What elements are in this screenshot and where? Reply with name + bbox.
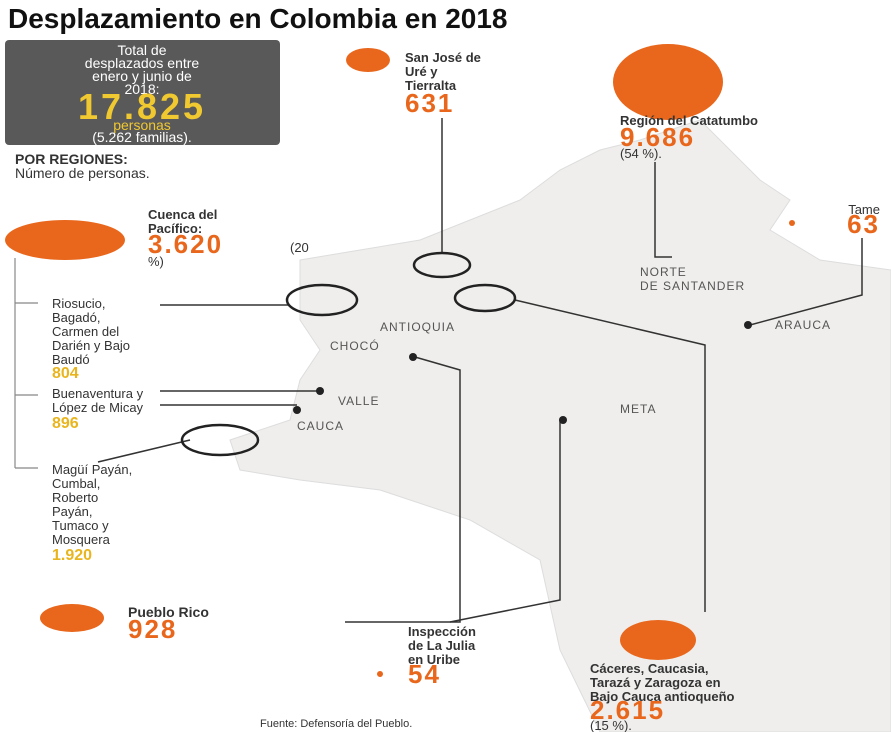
subarea-label: Bagadó, (52, 310, 100, 325)
summary-line: enero y junio de (92, 68, 192, 84)
subarea-label: Buenaventura y (52, 386, 144, 401)
region-value: 63 (847, 209, 880, 239)
map-dot (293, 406, 301, 414)
map-label: DE SANTANDER (640, 279, 745, 293)
region-share: %) (148, 254, 164, 269)
subarea-label: Mosquera (52, 532, 111, 547)
subarea-label: Baudó (52, 352, 90, 367)
region-value: 9.686 (620, 122, 695, 152)
region-value: 2.615 (590, 695, 665, 725)
region-value: 631 (405, 88, 454, 118)
map-label: VALLE (338, 394, 379, 408)
subarea-value: 1.920 (52, 547, 92, 564)
region-value: 3.620 (148, 229, 223, 259)
subarea-label: Riosucio, (52, 296, 105, 311)
region-label: Pacífico: (148, 221, 202, 236)
subarea-label: Payán, (52, 504, 92, 519)
region-label: Cáceres, Caucasia, (590, 661, 709, 676)
region-label: Uré y (405, 64, 438, 79)
leader-line (345, 356, 461, 623)
map-label: ANTIOQUIA (380, 320, 455, 334)
subarea-label: Darién y Bajo (52, 338, 130, 353)
bubble (789, 220, 795, 226)
subarea-value: 804 (52, 365, 79, 382)
leader-line (749, 238, 863, 326)
region-share: (54 %). (620, 146, 662, 161)
source: Fuente: Defensoría del Pueblo. (260, 718, 412, 730)
map-label: CHOCÓ (330, 338, 380, 353)
summary-line: 2018: (124, 81, 159, 97)
summary-line: Total de (117, 42, 166, 58)
subarea-label: Cumbal, (52, 476, 100, 491)
map-dot (744, 321, 752, 329)
map-ring (180, 423, 260, 457)
region-value: 54 (408, 659, 441, 689)
region-label: Región del Catatumbo (620, 113, 758, 128)
map-label: ARAUCA (775, 318, 831, 332)
map-dot (316, 387, 324, 395)
leader-line (160, 390, 318, 406)
region-label: Cuenca del (148, 207, 217, 222)
bubble (620, 620, 696, 660)
summary-box (5, 40, 280, 145)
subarea-label: López de Micay (52, 400, 144, 415)
subarea-label: Roberto (52, 490, 98, 505)
map-label: CAUCA (297, 419, 344, 433)
leader-line (654, 162, 672, 258)
title: Desplazamiento en Colombia en 2018 (8, 3, 508, 34)
map-dot (559, 416, 567, 424)
region-label: Tame (848, 202, 880, 217)
bubble (40, 604, 104, 632)
regions-subtitle: Número de personas. (15, 165, 150, 181)
map-ring (453, 283, 517, 313)
bubble (5, 220, 125, 260)
map-ring (412, 251, 472, 279)
summary-families: (5.262 familias). (92, 129, 192, 145)
region-label: Bajo Cauca antioqueño (590, 689, 735, 704)
summary-unit: personas (113, 117, 171, 133)
subarea-label: Carmen del (52, 324, 119, 339)
region-label: en Uribe (408, 652, 460, 667)
map-label: META (620, 402, 656, 416)
region-label: Tierralta (405, 78, 457, 93)
leader-line (449, 420, 561, 623)
leader-line (514, 299, 706, 612)
summary-line: desplazados entre (85, 55, 200, 71)
subarea-value: 896 (52, 415, 79, 432)
bubble (346, 48, 390, 72)
regions-title: POR REGIONES: (15, 151, 128, 167)
map-label: NORTE (640, 265, 687, 279)
region-label: Tarazá y Zaragoza en (590, 675, 721, 690)
summary-total: 17.825 (78, 86, 206, 127)
region-label: Pueblo Rico (128, 604, 209, 620)
leader-line (97, 439, 191, 463)
bracket (14, 258, 38, 469)
map-dot (409, 353, 417, 361)
region-label: de La Julia (408, 638, 476, 653)
subarea-label: Magüí Payán, (52, 462, 132, 477)
map-ring (285, 283, 359, 317)
region-label: San José de (405, 50, 481, 65)
region-label: Inspección (408, 624, 476, 639)
region-share: (15 %). (590, 718, 632, 732)
bubble (377, 671, 383, 677)
region-share: (20 (290, 240, 309, 255)
subarea-label: Tumaco y (52, 518, 109, 533)
bubble (613, 44, 723, 120)
region-value: 928 (128, 614, 177, 644)
